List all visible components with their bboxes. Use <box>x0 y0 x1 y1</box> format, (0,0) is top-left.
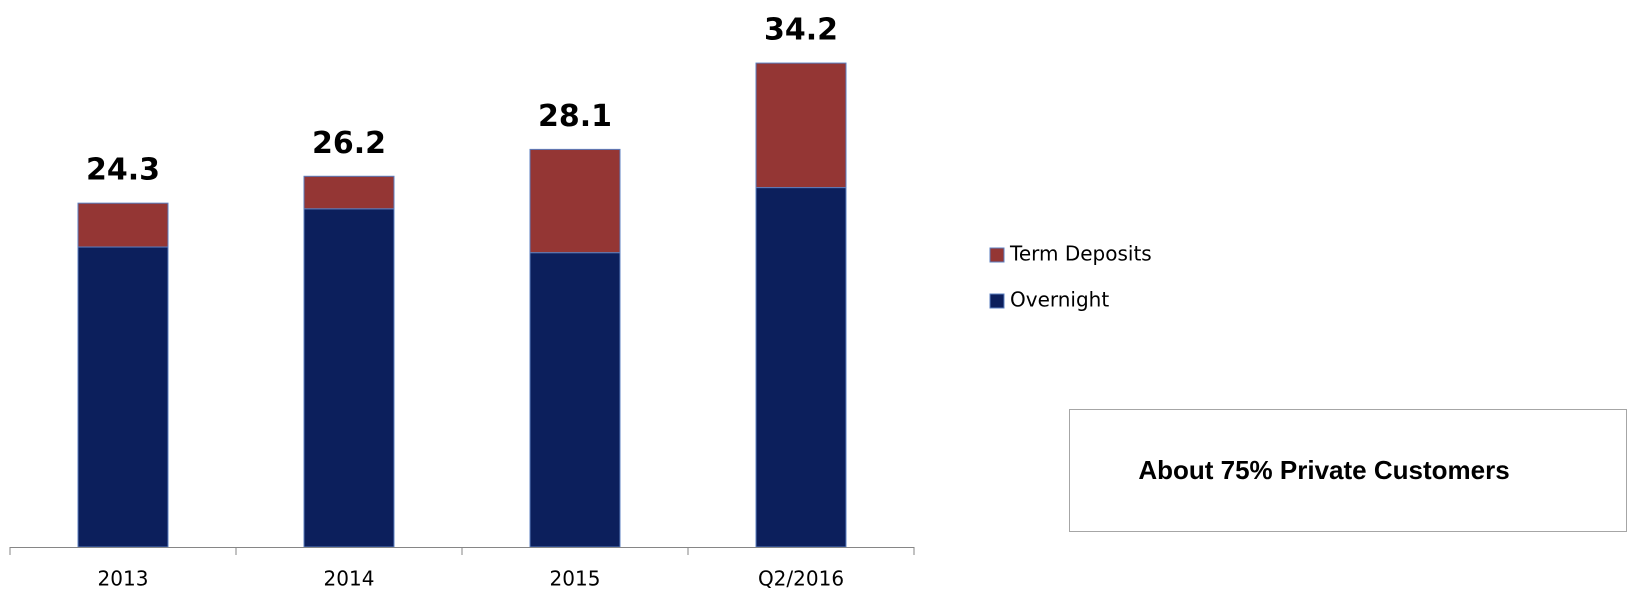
x-tick-label: 2013 <box>98 567 149 591</box>
legend-swatch <box>989 293 1005 309</box>
x-tick-label: 2014 <box>324 567 375 591</box>
x-tick-label: Q2/2016 <box>758 567 844 591</box>
annotation-box <box>1069 409 1627 532</box>
bar-segment <box>77 246 169 548</box>
bar-segment <box>755 187 847 548</box>
legend-label: Overnight <box>1010 288 1109 312</box>
bar-segment <box>755 62 847 189</box>
total-label: 28.1 <box>538 99 612 134</box>
total-label: 34.2 <box>764 13 838 48</box>
x-tick-label: 2015 <box>550 567 601 591</box>
bar-segment <box>77 202 169 248</box>
bar-segment <box>529 148 621 254</box>
bar-segment <box>529 252 621 548</box>
legend-label: Term Deposits <box>1009 242 1152 266</box>
total-label: 26.2 <box>312 126 386 161</box>
bar-segment <box>303 175 395 210</box>
total-label: 24.3 <box>86 153 160 188</box>
bar-segment <box>303 208 395 548</box>
annotation: About 75% Private Customers <box>1138 455 1509 485</box>
legend-swatch <box>989 247 1005 263</box>
